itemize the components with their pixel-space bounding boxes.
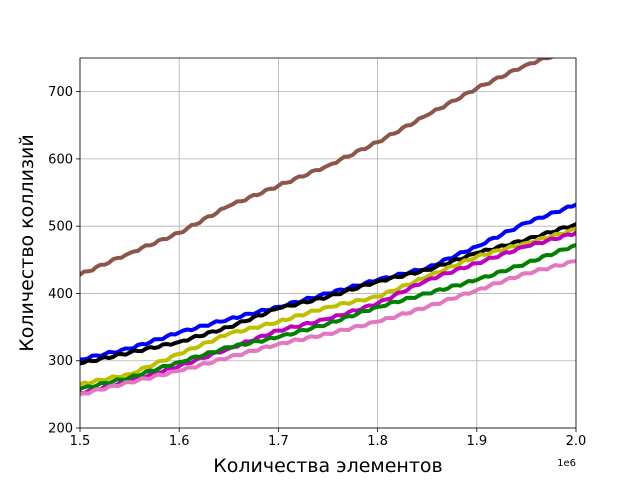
y-tick-label: 300 xyxy=(48,354,73,369)
series-line-4 xyxy=(80,227,576,387)
x-axis-ticks: 1.5 1.6 1.7 1.8 1.9 2.0 xyxy=(70,428,587,449)
x-tick-label: 1.8 xyxy=(367,434,388,449)
x-tick-label: 1.9 xyxy=(466,434,487,449)
series-line-2 xyxy=(80,202,576,362)
y-tick-label: 700 xyxy=(48,85,73,100)
series-line-6 xyxy=(80,243,576,391)
series-line-7 xyxy=(80,259,576,397)
x-axis-label: Количества элементов xyxy=(213,455,443,477)
x-tick-label: 2.0 xyxy=(566,434,587,449)
y-tick-label: 500 xyxy=(48,220,73,235)
series-line-5 xyxy=(80,230,576,396)
x-offset-label: 1e6 xyxy=(557,458,576,469)
series-layer xyxy=(80,58,576,397)
y-axis-ticks: 200 300 400 500 600 700 xyxy=(48,85,80,437)
x-tick-label: 1.5 xyxy=(70,434,91,449)
y-axis-label: Количество коллизий xyxy=(16,134,38,351)
y-tick-label: 400 xyxy=(48,287,73,302)
plot-frame xyxy=(79,57,577,429)
x-tick-label: 1.7 xyxy=(268,434,289,449)
series-line-1 xyxy=(80,58,554,277)
y-tick-label: 200 xyxy=(48,422,73,437)
y-tick-label: 600 xyxy=(48,152,73,167)
x-tick-label: 1.6 xyxy=(169,434,190,449)
